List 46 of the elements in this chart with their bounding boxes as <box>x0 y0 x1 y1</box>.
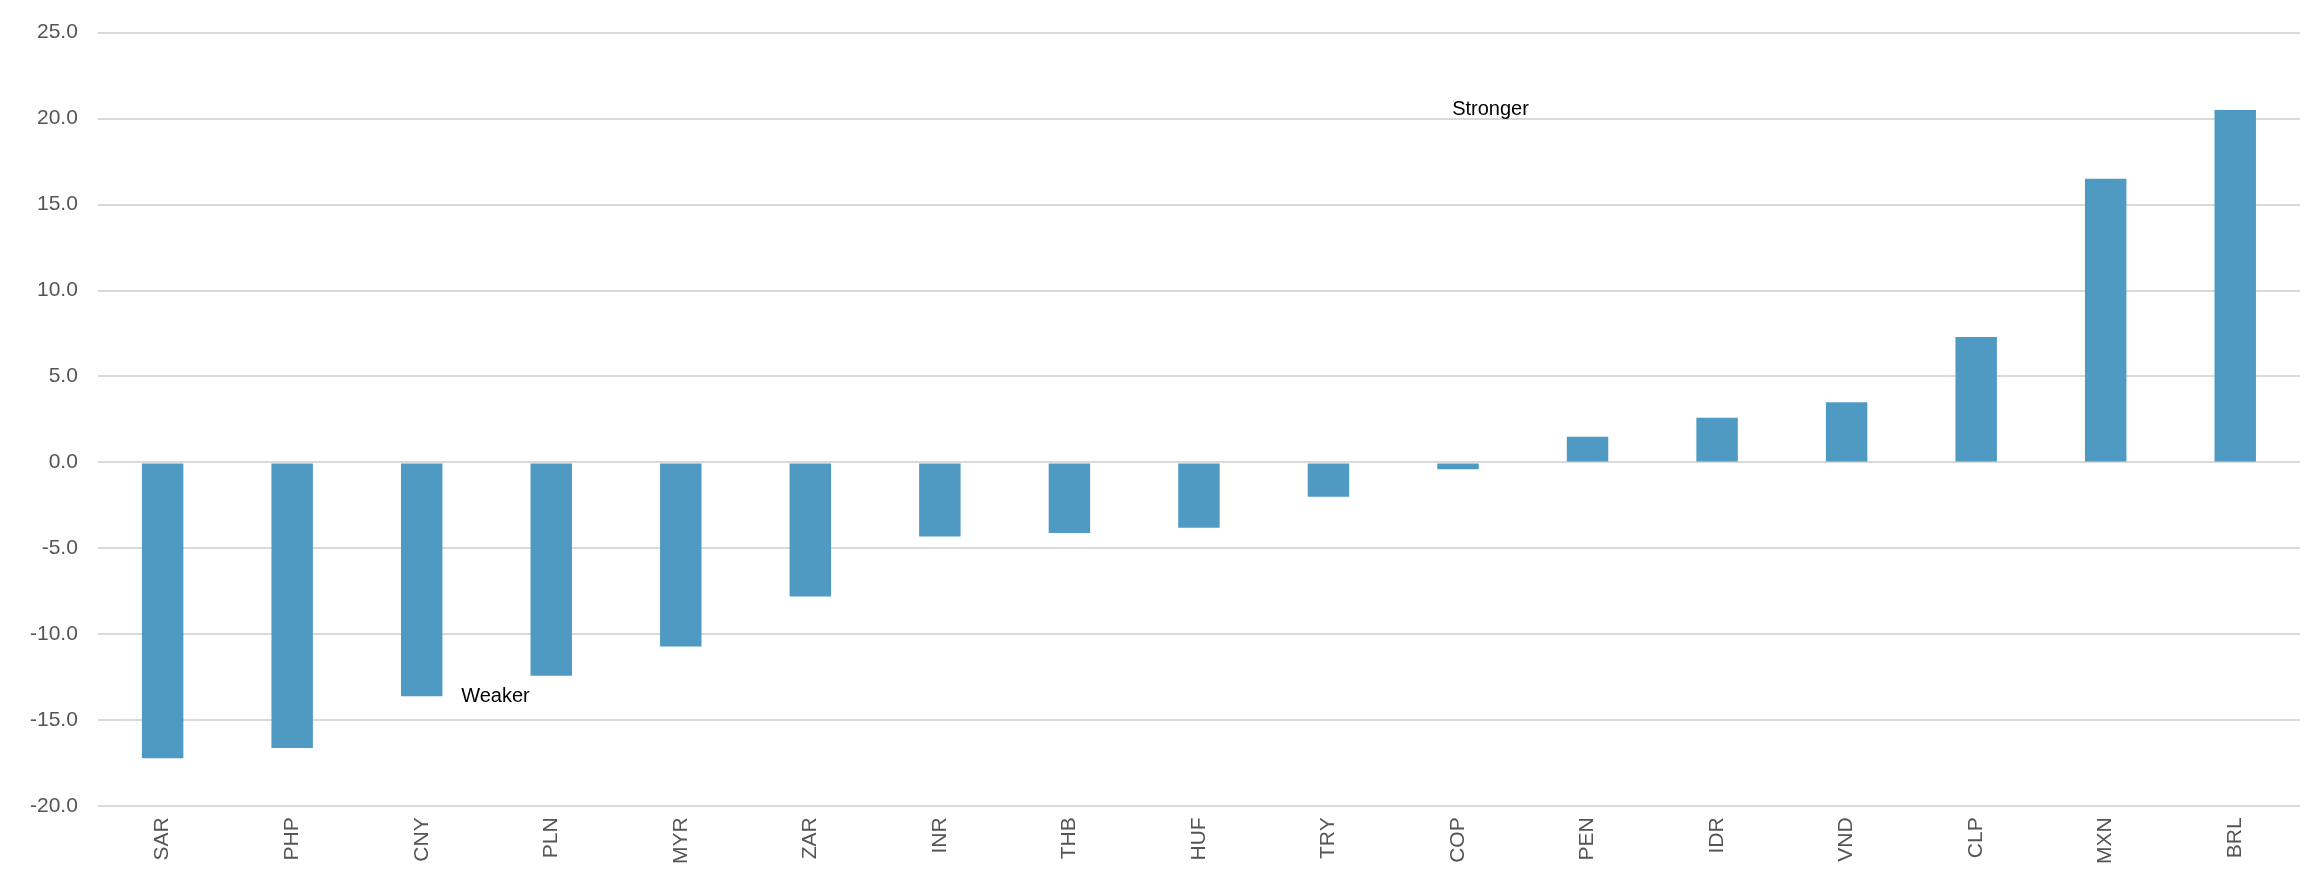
bar <box>141 463 184 759</box>
y-tick-label: 25.0 <box>36 19 78 43</box>
bar <box>271 463 313 748</box>
bar <box>1566 436 1609 462</box>
x-tick-label: MYR <box>667 817 691 865</box>
bar <box>1437 463 1479 470</box>
y-tick-label: -10.0 <box>29 621 78 645</box>
bar <box>530 463 572 676</box>
x-tick-label: PLN <box>538 817 562 859</box>
x-tick-label: CLP <box>1962 817 1986 859</box>
y-tick-label: 20.0 <box>36 105 78 129</box>
bar <box>1178 463 1220 528</box>
x-tick-label: VND <box>1833 817 1857 862</box>
x-tick-label: PEN <box>1574 817 1598 861</box>
x-tick-label: COP <box>1444 817 1468 863</box>
bar <box>660 463 702 647</box>
bar <box>1825 402 1868 462</box>
bar <box>2214 109 2256 462</box>
y-tick-label: 15.0 <box>36 191 78 215</box>
x-tick-label: ZAR <box>797 817 821 860</box>
y-tick-label: 10.0 <box>36 277 78 301</box>
x-tick-label: TRY <box>1315 817 1339 859</box>
bar <box>1307 463 1350 497</box>
x-tick-label: HUF <box>1185 817 1209 861</box>
x-tick-label: BRL <box>2222 817 2246 859</box>
annotation: Stronger <box>1452 97 1530 120</box>
x-tick-label: INR <box>926 817 950 854</box>
y-tick-label: -15.0 <box>29 707 78 731</box>
bar <box>1955 336 1997 462</box>
bar <box>789 463 832 597</box>
x-tick-label: SAR <box>149 817 173 861</box>
x-tick-label: IDR <box>1703 817 1727 854</box>
bar <box>1048 463 1091 533</box>
y-tick-label: -20.0 <box>29 793 78 817</box>
x-tick-label: THB <box>1056 817 1080 860</box>
bar <box>2084 178 2127 462</box>
y-tick-label: 5.0 <box>48 363 78 387</box>
bar <box>1696 417 1738 462</box>
bar <box>400 463 443 697</box>
bar <box>919 463 961 537</box>
x-tick-label: PHP <box>278 817 302 861</box>
annotation: Weaker <box>461 683 531 706</box>
x-tick-label: CNY <box>408 817 432 862</box>
x-tick-label: MXN <box>2092 817 2116 865</box>
y-tick-label: 0.0 <box>48 449 78 473</box>
y-tick-label: -5.0 <box>41 535 78 559</box>
